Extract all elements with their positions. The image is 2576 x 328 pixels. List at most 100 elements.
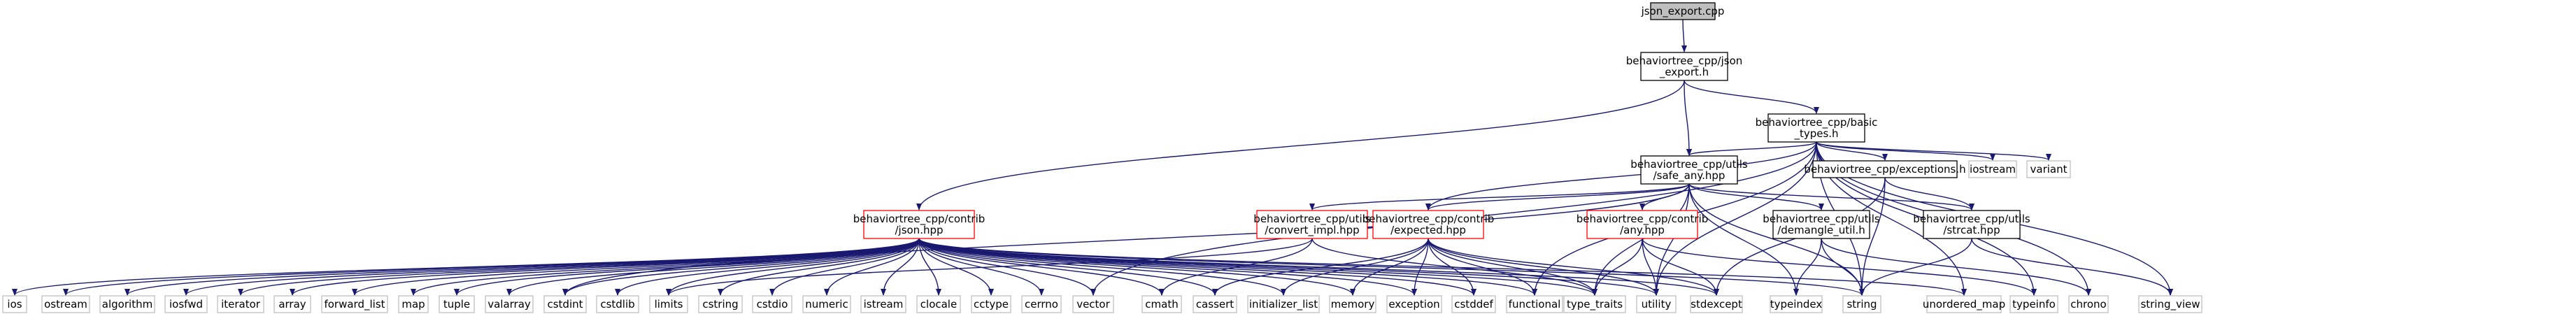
node-box [1640,52,1728,81]
graph-node-type-traits: type_traits [1563,295,1626,313]
node-box [2068,295,2109,313]
node-box [1842,295,1881,313]
node-label: ios [7,298,22,311]
node-label: istream [864,298,904,311]
edge-contrib-json-to-cstdio [769,238,920,296]
graph-edge [1411,238,1429,296]
graph-node-safe-any[interactable]: behaviortree_cpp/utils/safe_any.hpp [1630,155,1748,185]
node-label: string_view [2140,298,2200,311]
edge-contrib-json-to-cstdint [562,238,920,296]
graph-node-stdexcept: stdexcept [1690,295,1743,313]
graph-edge [1428,238,1537,296]
graph-edge [238,238,920,296]
graph-node-demangle[interactable]: behaviortree_cpp/utils/demangle_util.h [1763,210,1880,239]
graph-edge [1212,238,1429,296]
edge-safe-any-to-demangle [1688,183,1824,211]
graph-edge [1642,238,1659,296]
graph-edge [1350,238,1429,296]
graph-node-numeric: numeric [802,295,851,313]
edge-contrib-json-to-cctype [918,238,994,296]
graph-edge [666,238,1313,296]
edge-basic-types-to-exceptions-h [1816,141,1888,161]
node-label: algorithm [102,298,152,311]
node-label: exception [1388,298,1439,311]
graph-node-cmath: cmath [1141,295,1182,313]
graph-node-any-hpp[interactable]: behaviortree_cpp/contrib/any.hpp [1577,210,1709,239]
node-box [164,295,208,313]
graph-node-cstring: cstring [698,295,743,313]
node-label: clocale [920,298,957,311]
edge-any-hpp-to-utility [1642,238,1659,296]
graph-edge [1428,238,1659,296]
graph-node-contrib-json[interactable]: behaviortree_cpp/contrib/json.hpp [853,210,985,239]
node-box [1247,295,1320,313]
node-label: typeinfo [2012,298,2056,311]
edge-json-export-h-to-contrib-json [916,80,1685,211]
graph-edge [1653,141,1817,296]
node-box [1563,295,1626,313]
node-label: behaviortree_cpp/exceptions.h [1804,163,1965,176]
graph-edge [1681,19,1687,52]
node-box [1141,295,1182,313]
edge-basic-types-to-utility [1653,141,1817,296]
graph-node-algorithm: algorithm [99,295,155,313]
node-label: iosfwd [169,298,203,311]
graph-edge [918,238,1218,296]
node-label: typeindex [1770,298,1823,311]
graph-node-basic-types[interactable]: behaviortree_cpp/basic_types.h [1756,113,1878,143]
node-label: chrono [2070,298,2106,311]
graph-node-vector: vector [1072,295,1114,313]
node-label: cstdio [757,298,788,311]
graph-edge [918,238,1537,296]
graph-edge [1821,238,2091,296]
graph-edge [718,238,920,296]
graph-node-strcat[interactable]: behaviortree_cpp/utils/strcat.hpp [1913,210,2030,239]
edge-expected-to-cassert [1212,238,1429,296]
node-label: unordered_map [1923,298,2005,311]
graph-node-forward-list: forward_list [321,295,388,313]
node-box [2,295,27,313]
graph-node-json-export-h[interactable]: behaviortree_cpp/json_export.h [1626,52,1743,81]
node-label: cstring [702,298,738,311]
node-box [1021,295,1062,313]
node-box [398,295,429,313]
graph-edge [1684,80,1819,114]
graph-node-map: map [398,295,429,313]
node-label: utility [1642,298,1672,311]
edge-contrib-json-to-iosfwd [183,238,920,296]
node-box [2026,160,2071,178]
node-label: string [1846,298,1877,311]
edge-any-hpp-to-stdexcept [1642,238,1719,296]
edge-expected-to-type-traits [1428,238,1597,296]
edge-expected-to-exception [1411,238,1429,296]
graph-node-convert-impl[interactable]: behaviortree_cpp/utils/convert_impl.hpp [1253,210,1371,239]
graph-node-exceptions-h[interactable]: behaviortree_cpp/exceptions.h [1804,160,1966,178]
edge-convert-impl-to-limits [666,238,1313,296]
graph-edge [1971,238,2173,296]
edge-layer [12,19,2173,296]
node-label: /demangle_util.h [1777,224,1865,237]
node-box [752,295,792,313]
edge-basic-types-to-iostream [1816,141,1995,161]
node-label: initializer_list [1249,298,1318,311]
node-box [41,295,90,313]
graph-node-cstdint: cstdint [543,295,587,313]
graph-edge [1816,141,1888,161]
graph-edge [918,238,1967,296]
graph-node-expected[interactable]: behaviortree_cpp/contrib/expected.hpp [1362,210,1495,239]
graph-node-root[interactable]: json_export.cpp [1641,2,1725,20]
graph-node-functional: functional [1506,295,1563,313]
edge-basic-types-to-expected [1425,141,1817,211]
edge-contrib-json-to-vector [918,238,1096,296]
node-label: /any.hpp [1620,224,1665,236]
graph-node-variant: variant [2026,160,2071,178]
node-box [1926,295,2002,313]
node-box [1923,210,2021,239]
node-label: behaviortree_cpp/json [1626,55,1743,68]
edge-root-to-json-export-h [1681,19,1687,52]
edge-safe-any-to-utility [1653,183,1690,296]
node-label: /expected.hpp [1390,224,1466,236]
graph-edge [1428,238,1719,296]
graph-edge [1688,183,1974,211]
